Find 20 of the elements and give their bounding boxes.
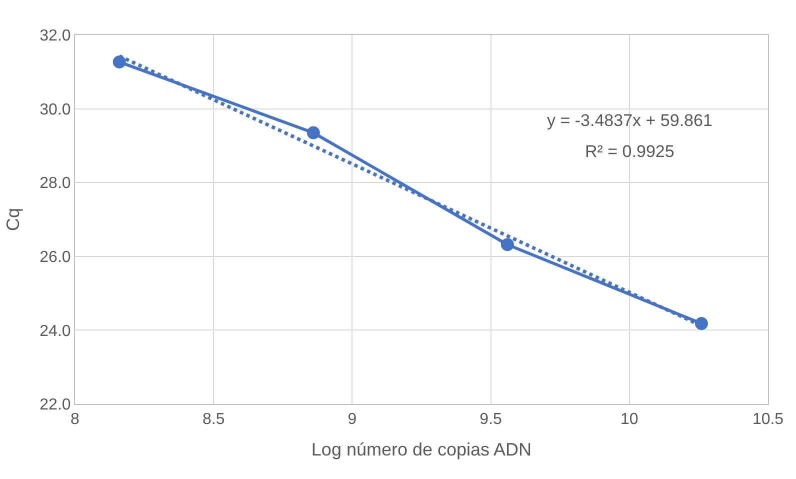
y-tick-label: 28.0: [40, 175, 71, 192]
point: [500, 238, 514, 252]
y-axis-title: Cq: [2, 208, 23, 232]
y-tick-label: 30.0: [40, 101, 71, 118]
x-tick-label: 10: [620, 411, 638, 428]
x-axis-title: Log número de copias ADN: [311, 439, 532, 460]
x-tick-label: 10.5: [752, 411, 784, 428]
x-tick-label: 8.5: [202, 411, 225, 428]
y-tick-label: 26.0: [40, 249, 71, 266]
x-tick-label: 8: [70, 411, 80, 428]
x-tick-label: 9: [348, 411, 357, 428]
y-tick-label: 32.0: [40, 28, 71, 45]
y-tick-label: 22.0: [40, 396, 71, 414]
y-tick-label: 24.0: [40, 322, 71, 340]
point: [306, 126, 320, 140]
annotation: y = -3.4837x + 59.861: [547, 111, 712, 130]
x-tick-label: 9.5: [480, 411, 502, 428]
point: [694, 317, 708, 330]
annotation: R² = 0.9925: [585, 142, 674, 161]
point: [112, 55, 126, 68]
